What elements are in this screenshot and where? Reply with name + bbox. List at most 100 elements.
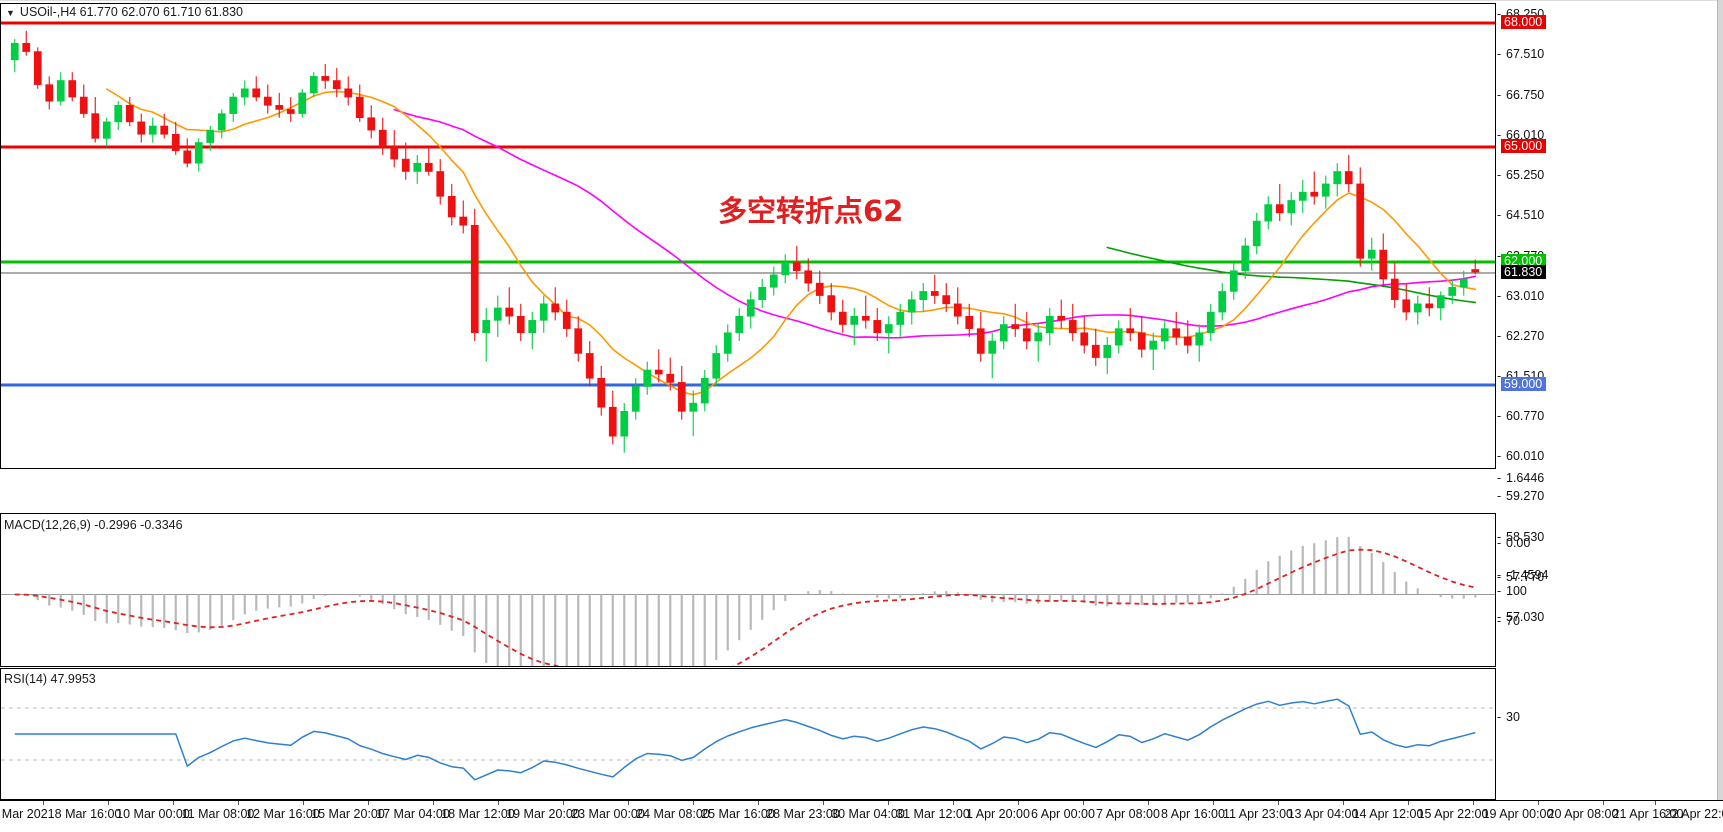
candle-body bbox=[390, 146, 399, 160]
candle-body bbox=[401, 158, 410, 172]
time-axis-tick bbox=[43, 801, 44, 805]
time-axis-tick bbox=[1148, 801, 1149, 805]
axis-tick-label: -1.6446 bbox=[1497, 471, 1545, 485]
candle-body bbox=[1252, 220, 1261, 247]
time-axis-tick bbox=[108, 801, 109, 805]
time-axis-label: 13 Apr 04:00 bbox=[1287, 807, 1359, 821]
candle-body bbox=[735, 315, 744, 334]
rsi-panel[interactable] bbox=[0, 668, 1496, 800]
time-axis-label: 23 Mar 00:00 bbox=[571, 807, 645, 821]
candle-body bbox=[1045, 315, 1054, 334]
candle-body bbox=[930, 291, 939, 296]
time-axis-label: 15 Mar 20:00 bbox=[311, 807, 385, 821]
candle-body bbox=[56, 80, 65, 102]
candle-body bbox=[332, 80, 341, 90]
axis-tick-label: -60.770 bbox=[1497, 409, 1545, 423]
macd-signal-line bbox=[14, 548, 1476, 666]
time-axis-tick bbox=[693, 801, 694, 805]
macd-panel[interactable] bbox=[0, 513, 1496, 667]
axis-tick-label: -66.750 bbox=[1497, 88, 1545, 102]
time-axis-tick bbox=[1603, 801, 1604, 805]
candle-body bbox=[68, 80, 77, 98]
time-axis-label: 5 Mar 2021 bbox=[0, 807, 55, 821]
candle-body bbox=[1034, 332, 1043, 342]
time-axis-tick bbox=[888, 801, 889, 805]
candle-body bbox=[689, 402, 698, 412]
time-axis-label: 25 Mar 16:00 bbox=[701, 807, 775, 821]
price-panel[interactable] bbox=[0, 3, 1496, 469]
candle-body bbox=[654, 369, 663, 375]
candle-body bbox=[1344, 171, 1353, 185]
candle-body bbox=[160, 125, 169, 135]
candle-body bbox=[1298, 191, 1307, 201]
candle-body bbox=[769, 274, 778, 288]
candle-body bbox=[424, 162, 433, 172]
candle-body bbox=[1264, 204, 1273, 222]
candle-body bbox=[263, 96, 272, 106]
collapse-caret-icon[interactable]: ▼ bbox=[6, 7, 15, 18]
candle-body bbox=[1183, 336, 1192, 346]
candle-body bbox=[1206, 311, 1215, 334]
time-axis-tick bbox=[1343, 801, 1344, 805]
candle-body bbox=[1356, 183, 1365, 259]
vertical-scrollbar[interactable] bbox=[1717, 0, 1723, 800]
candle-body bbox=[321, 76, 330, 81]
rsi-line bbox=[14, 698, 1476, 781]
candle-body bbox=[723, 332, 732, 354]
candle-body bbox=[562, 311, 571, 329]
time-axis-label: 21 Apr 16:00 bbox=[1612, 807, 1684, 821]
candle-body bbox=[1011, 324, 1020, 329]
time-axis-tick bbox=[953, 801, 954, 805]
time-axis-label: 8 Apr 16:00 bbox=[1161, 807, 1225, 821]
time-axis-label: 8 Mar 16:00 bbox=[54, 807, 122, 821]
time-axis-tick bbox=[1018, 801, 1019, 805]
candle-body bbox=[1287, 200, 1296, 214]
time-axis-tick bbox=[1213, 801, 1214, 805]
axis-tick-label: -57.030 bbox=[1497, 610, 1545, 624]
time-axis-tick bbox=[1473, 801, 1474, 805]
candle-body bbox=[758, 286, 767, 300]
candle-body bbox=[919, 291, 928, 300]
time-axis-tick bbox=[628, 801, 629, 805]
chart-header-text: USOil-,H4 61.770 62.070 61.710 61.830 bbox=[19, 5, 243, 19]
candle-body bbox=[1103, 344, 1112, 358]
candle-body bbox=[355, 96, 364, 119]
axis-tick-label: -57.770 bbox=[1497, 570, 1545, 584]
reference-lines bbox=[1, 21, 1495, 387]
macd-label: MACD(12,26,9) -0.2996 -0.3346 bbox=[4, 518, 183, 532]
candle-body bbox=[1195, 332, 1204, 346]
candle-body bbox=[873, 320, 882, 334]
time-axis-label: 18 Mar 12:00 bbox=[441, 807, 515, 821]
candle-body bbox=[1057, 315, 1066, 321]
time-axis-label: 15 Apr 22:00 bbox=[1417, 807, 1489, 821]
candle-body bbox=[148, 125, 157, 135]
axis-tick-label: -58.530 bbox=[1497, 530, 1545, 544]
candle-body bbox=[631, 386, 640, 412]
candle-body bbox=[1218, 291, 1227, 313]
axis-tick-label: -65.250 bbox=[1497, 168, 1545, 182]
time-axis-tick bbox=[238, 801, 239, 805]
candle-body bbox=[1448, 286, 1457, 296]
rsi-canvas bbox=[1, 698, 1495, 781]
time-axis-label: 28 Mar 23:00 bbox=[766, 807, 840, 821]
time-axis-tick bbox=[433, 801, 434, 805]
candle-body bbox=[1379, 249, 1388, 280]
time-axis-label: 19 Apr 00:00 bbox=[1482, 807, 1554, 821]
candle-body bbox=[1160, 328, 1169, 342]
time-axis-label: 11 Apr 23:00 bbox=[1223, 807, 1293, 821]
time-axis-label: 1 Apr 20:00 bbox=[966, 807, 1030, 821]
candle-body bbox=[516, 315, 525, 334]
candle-body bbox=[459, 216, 468, 226]
candle-body bbox=[45, 84, 54, 102]
candle-body bbox=[850, 315, 859, 325]
candle-body bbox=[666, 373, 675, 383]
candle-body bbox=[125, 105, 134, 123]
time-axis-tick bbox=[303, 801, 304, 805]
candle-body bbox=[976, 328, 985, 354]
time-axis-tick bbox=[368, 801, 369, 805]
candle-body bbox=[1390, 278, 1399, 300]
candle-body bbox=[171, 133, 180, 152]
candle-body bbox=[206, 129, 215, 143]
